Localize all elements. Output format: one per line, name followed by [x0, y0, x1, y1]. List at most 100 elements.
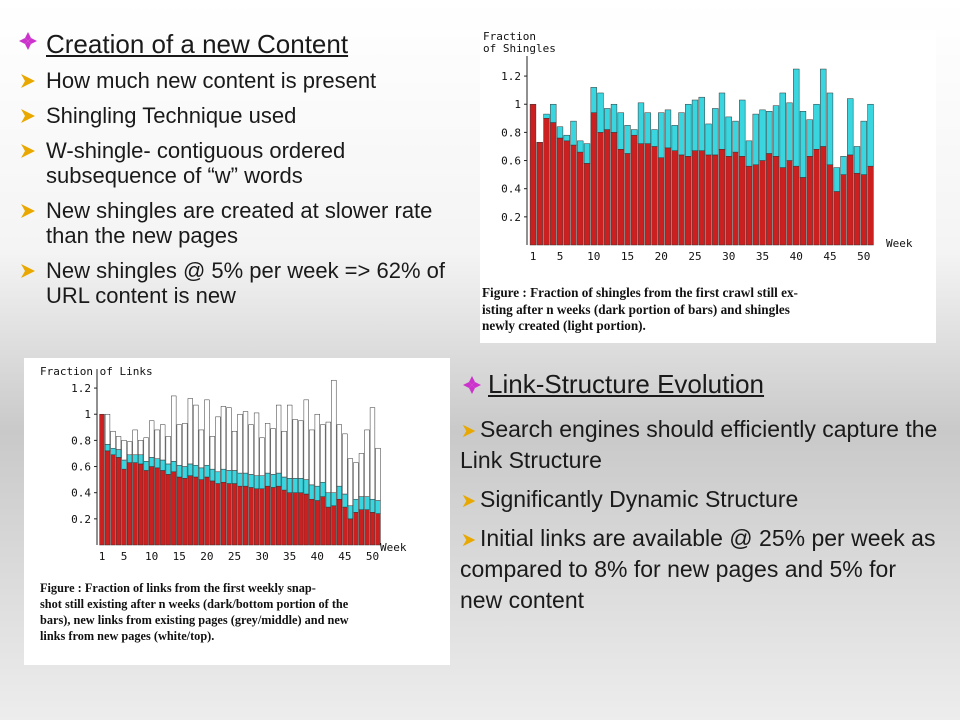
- bar-segment: [242, 485, 249, 546]
- bar-segment: [799, 177, 807, 246]
- bar-segment: [610, 132, 618, 246]
- bar-segment: [220, 406, 227, 470]
- bar-segment: [160, 470, 166, 546]
- bar-segment: [342, 433, 348, 495]
- bullet-item: New shingles @ 5% per week => 62% of URL…: [12, 258, 472, 308]
- y-tick-label: 0.2: [501, 211, 521, 224]
- bar-segment: [550, 103, 557, 123]
- bar-segment: [281, 430, 287, 478]
- bar-segment: [678, 154, 685, 246]
- bar-segment: [853, 146, 861, 174]
- x-tick-label: 50: [366, 550, 379, 563]
- bar-segment: [253, 488, 260, 546]
- bar-segment: [248, 487, 254, 546]
- bar-segment: [664, 109, 672, 149]
- y-tick-label: 0.6: [501, 155, 521, 168]
- bar-segment: [860, 120, 867, 175]
- y-axis-label: Fraction of Links: [40, 365, 153, 378]
- bullet-item: How much new content is present: [12, 68, 472, 93]
- x-tick-label: 35: [283, 550, 296, 563]
- bullet-text: Search engines should efficiently captur…: [460, 416, 938, 473]
- bullet-text: New shingles are created at slower rate …: [46, 198, 433, 248]
- x-tick-label: 20: [655, 250, 668, 263]
- bar-segment: [143, 437, 149, 462]
- bar-segment: [671, 125, 678, 151]
- x-tick-label: 5: [121, 550, 128, 563]
- bar-segment: [165, 436, 171, 465]
- bar-segment: [698, 150, 705, 246]
- bar-segment: [160, 459, 166, 471]
- bar-segment: [658, 112, 665, 158]
- caption-line: links from new pages (white/top).: [40, 629, 215, 643]
- caption-line: shot still existing after n weeks (dark/…: [40, 597, 349, 611]
- bar-segment: [204, 476, 210, 546]
- bar-segment: [577, 151, 584, 246]
- bar-segment: [287, 404, 293, 479]
- bar-segment: [259, 475, 265, 490]
- bullet-text: W-shingle- contiguous ordered subsequenc…: [46, 138, 346, 188]
- arrow-bullet-icon: [18, 70, 38, 92]
- bar-segment: [779, 167, 786, 246]
- bar-segment: [651, 129, 658, 147]
- content-heading: Creation of a new Content: [46, 29, 349, 59]
- bar-segment: [712, 108, 719, 156]
- bar-segment: [209, 468, 216, 482]
- bar-segment: [110, 454, 116, 546]
- bar-segment: [242, 411, 249, 474]
- bar-segment: [143, 461, 149, 471]
- bar-segment: [369, 407, 376, 500]
- bar-segment: [745, 165, 753, 246]
- bar-segment: [806, 119, 813, 157]
- x-tick-label: 25: [688, 250, 701, 263]
- shingles-figure: Fraction of Shingles 0.2 0.4 0.6 0.8 1 1.2 1 5 10…: [480, 30, 936, 343]
- bar-segment: [752, 164, 759, 246]
- bar-segment: [132, 462, 138, 546]
- x-tick-label: 20: [200, 550, 213, 563]
- x-tick-label: 15: [173, 550, 186, 563]
- bar-segment: [860, 174, 867, 246]
- bar-segment: [292, 419, 298, 479]
- x-tick-label: 25: [228, 550, 241, 563]
- bar-segment: [215, 416, 221, 473]
- bar-segment: [691, 150, 699, 246]
- bar-segment: [597, 132, 604, 246]
- bar-segment: [281, 489, 287, 546]
- bar-segment: [543, 113, 550, 119]
- x-tick-label: 10: [145, 550, 158, 563]
- bar-segment: [745, 140, 753, 167]
- bar-segment: [237, 413, 243, 474]
- bar-segment: [215, 471, 221, 484]
- bullet-item: New shingles are created at slower rate …: [12, 198, 472, 248]
- bar-segment: [698, 96, 705, 151]
- bar-segment: [253, 412, 260, 476]
- bar-segment: [187, 475, 193, 546]
- bar-segment: [138, 440, 144, 456]
- bar-segment: [610, 103, 618, 133]
- bar-segment: [176, 476, 182, 546]
- bar-segment: [840, 174, 847, 246]
- x-tick-label: 5: [557, 250, 564, 263]
- bar-segment: [287, 478, 293, 493]
- bar-segment: [264, 485, 271, 546]
- bar-segment: [853, 172, 861, 246]
- bar-segment: [637, 143, 645, 246]
- bar-segment: [347, 505, 354, 520]
- y-axis-label: of Shingles: [483, 42, 556, 55]
- bar-segment: [556, 126, 564, 139]
- bar-segment: [358, 496, 365, 510]
- bar-segment: [644, 143, 651, 246]
- bar-segment: [276, 404, 282, 474]
- y-axis-label: Fraction: [483, 30, 536, 43]
- bullet-text: How much new content is present: [46, 68, 377, 93]
- x-tick-label: 40: [311, 550, 324, 563]
- bar-segment: [705, 123, 712, 156]
- bullet-item: Significantly Dynamic Structure: [460, 484, 940, 515]
- bar-segment: [678, 112, 685, 156]
- bar-segment: [226, 483, 232, 546]
- diamond-bullet-icon: [462, 374, 482, 396]
- bar-segment: [154, 467, 160, 546]
- bar-segment: [303, 399, 309, 480]
- bar-segment: [314, 485, 320, 501]
